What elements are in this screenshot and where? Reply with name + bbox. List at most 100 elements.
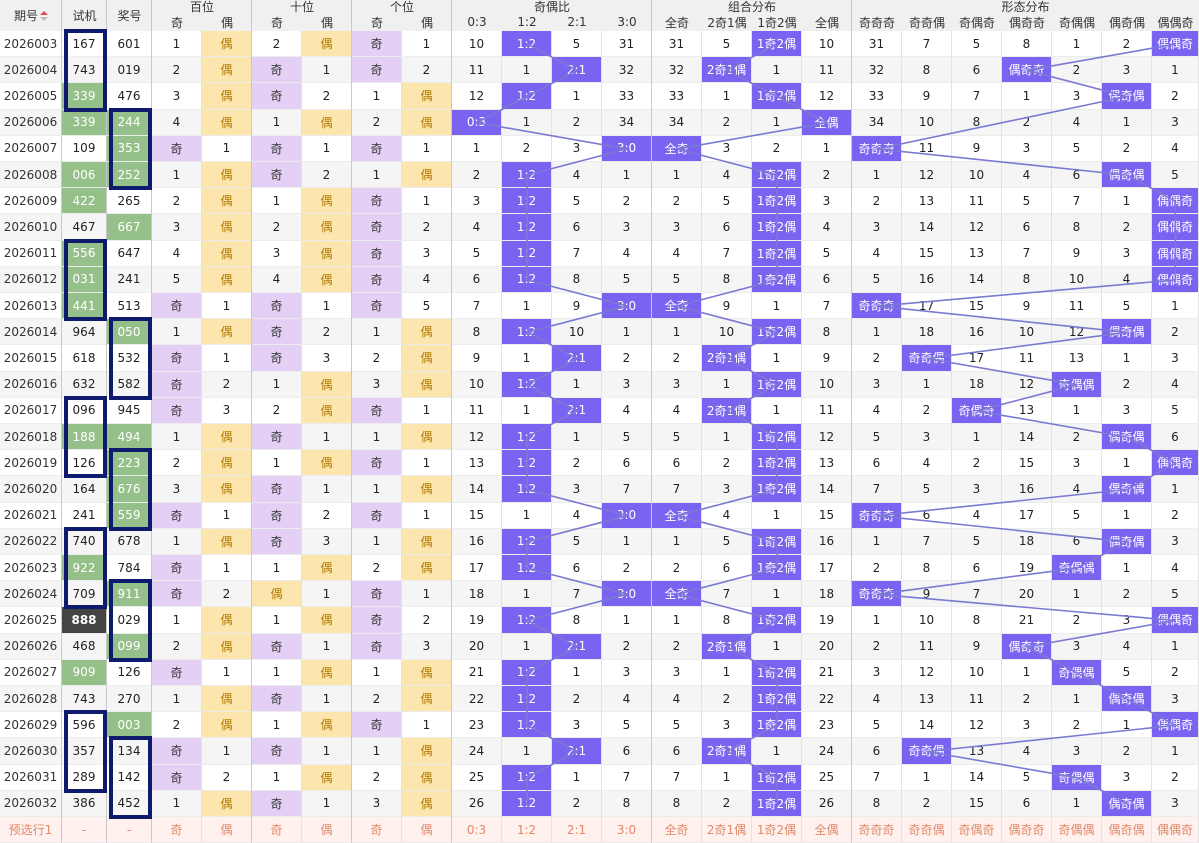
ratio-miss-cell: 32 — [602, 57, 652, 84]
shape-miss-cell: 6 — [952, 57, 1002, 84]
shape-miss-cell: 3 — [852, 371, 902, 398]
predict-cell[interactable]: 奇 — [352, 817, 402, 843]
ratio-miss-cell: 7 — [552, 240, 602, 267]
combo-miss-cell: 3 — [652, 371, 702, 398]
period-cell: 2026004 — [0, 57, 62, 84]
predict-cell[interactable]: 奇偶偶 — [1052, 817, 1102, 843]
ratio-miss-cell: 17 — [452, 555, 502, 582]
shape-miss-cell: 2 — [1152, 83, 1199, 110]
shape-miss-cell: 2 — [852, 188, 902, 215]
predict-cell[interactable]: 偶 — [402, 817, 452, 843]
predict-cell[interactable]: 全偶 — [802, 817, 852, 843]
ratio-miss-cell: 1 — [552, 83, 602, 110]
shape-miss-cell: 3 — [852, 214, 902, 241]
column-header-period[interactable]: 期号 — [0, 0, 62, 31]
ratio-miss-cell: 4 — [452, 214, 502, 241]
predict-cell[interactable]: 0:3 — [452, 817, 502, 843]
predict-cell[interactable]: 奇 — [252, 817, 302, 843]
shape-miss-cell: 2 — [1002, 686, 1052, 713]
predict-cell[interactable]: 偶偶奇 — [1152, 817, 1199, 843]
shape-miss-cell: 1 — [852, 607, 902, 634]
ratio-hit-cell: 1:2 — [502, 371, 552, 398]
predict-cell[interactable]: 2奇1偶 — [702, 817, 752, 843]
combo-miss-cell: 19 — [802, 607, 852, 634]
column-header-prize: 奖号 — [117, 9, 142, 23]
predict-cell[interactable]: 奇奇奇 — [852, 817, 902, 843]
parity-cell: 2 — [152, 57, 202, 84]
shape-miss-cell: 6 — [852, 450, 902, 477]
shape-miss-cell: 2 — [1152, 319, 1199, 346]
shape-hit-cell: 奇偶偶 — [1052, 555, 1102, 582]
parity-cell: 偶 — [402, 371, 452, 398]
shape-miss-cell: 11 — [902, 633, 952, 660]
ratio-miss-cell: 21 — [452, 659, 502, 686]
ratio-miss-cell: 26 — [452, 790, 502, 817]
shape-hit-cell: 偶偶奇 — [1152, 31, 1199, 58]
shape-miss-cell: 3 — [1002, 135, 1052, 162]
parity-cell: 奇 — [152, 293, 202, 320]
ratio-hit-cell: 1:2 — [502, 83, 552, 110]
combo-miss-cell: 4 — [702, 162, 752, 189]
combo-hit-cell: 全偶 — [802, 109, 852, 136]
combo-hit-cell: 1奇2偶 — [752, 162, 802, 189]
shape-miss-cell: 7 — [902, 528, 952, 555]
parity-cell: 1 — [152, 607, 202, 634]
parity-cell: 3 — [352, 790, 402, 817]
parity-cell: 偶 — [202, 633, 252, 660]
predict-cell[interactable]: 奇 — [152, 817, 202, 843]
shape-miss-cell: 5 — [1152, 397, 1199, 424]
combo-hit-cell: 2奇1偶 — [702, 397, 752, 424]
predict-cell[interactable]: 3:0 — [602, 817, 652, 843]
shape-miss-cell: 3 — [902, 424, 952, 451]
shape-miss-cell: 3 — [1152, 345, 1199, 372]
period-cell: 2026022 — [0, 528, 62, 555]
parity-cell: 1 — [352, 476, 402, 503]
combo-miss-cell: 1 — [752, 57, 802, 84]
prize-number-cell: 244 — [107, 109, 152, 136]
predict-cell[interactable]: 奇偶奇 — [952, 817, 1002, 843]
prize-number-cell: 494 — [107, 424, 152, 451]
shape-miss-cell: 6 — [852, 738, 902, 765]
shape-miss-cell: 4 — [852, 686, 902, 713]
combo-miss-cell: 1 — [652, 162, 702, 189]
parity-cell: 偶 — [202, 214, 252, 241]
column-separator — [451, 0, 452, 843]
shape-miss-cell: 34 — [852, 109, 902, 136]
parity-cell: 奇 — [252, 790, 302, 817]
trial-number-cell: 909 — [62, 659, 107, 686]
parity-cell: 奇 — [152, 659, 202, 686]
combo-hit-cell: 1奇2偶 — [752, 528, 802, 555]
shape-hit-cell: 偶偶奇 — [1152, 266, 1199, 293]
parity-cell: 2 — [302, 162, 352, 189]
trial-number-cell: 357 — [62, 738, 107, 765]
ratio-miss-cell: 3 — [602, 659, 652, 686]
parity-cell: 1 — [302, 633, 352, 660]
shape-miss-cell: 1 — [1002, 659, 1052, 686]
shape-miss-cell: 9 — [1052, 240, 1102, 267]
parity-cell: 奇 — [252, 293, 302, 320]
predict-cell[interactable]: 全奇 — [652, 817, 702, 843]
trial-number-cell: 109 — [62, 135, 107, 162]
shape-miss-cell: 2 — [1052, 57, 1102, 84]
parity-cell: 3 — [202, 397, 252, 424]
shape-miss-cell: 14 — [1002, 424, 1052, 451]
sort-icon[interactable] — [40, 10, 48, 21]
parity-cell: 偶 — [202, 476, 252, 503]
parity-cell: 1 — [352, 528, 402, 555]
predict-cell[interactable]: 偶奇偶 — [1102, 817, 1152, 843]
predict-cell[interactable]: 2:1 — [552, 817, 602, 843]
predict-cell[interactable]: 1奇2偶 — [752, 817, 802, 843]
parity-cell: 偶 — [402, 790, 452, 817]
predict-cell[interactable]: 偶奇奇 — [1002, 817, 1052, 843]
parity-cell: 偶 — [202, 31, 252, 58]
predict-cell[interactable]: 奇奇偶 — [902, 817, 952, 843]
ratio-miss-cell: 10 — [552, 319, 602, 346]
ratio-miss-cell: 1 — [502, 633, 552, 660]
predict-cell[interactable]: 偶 — [202, 817, 252, 843]
ratio-miss-cell: 10 — [452, 371, 502, 398]
predict-cell[interactable]: 1:2 — [502, 817, 552, 843]
ratio-hit-cell: 1:2 — [502, 240, 552, 267]
predict-cell[interactable]: 偶 — [302, 817, 352, 843]
period-cell: 2026021 — [0, 502, 62, 529]
shape-miss-cell: 1 — [1102, 450, 1152, 477]
